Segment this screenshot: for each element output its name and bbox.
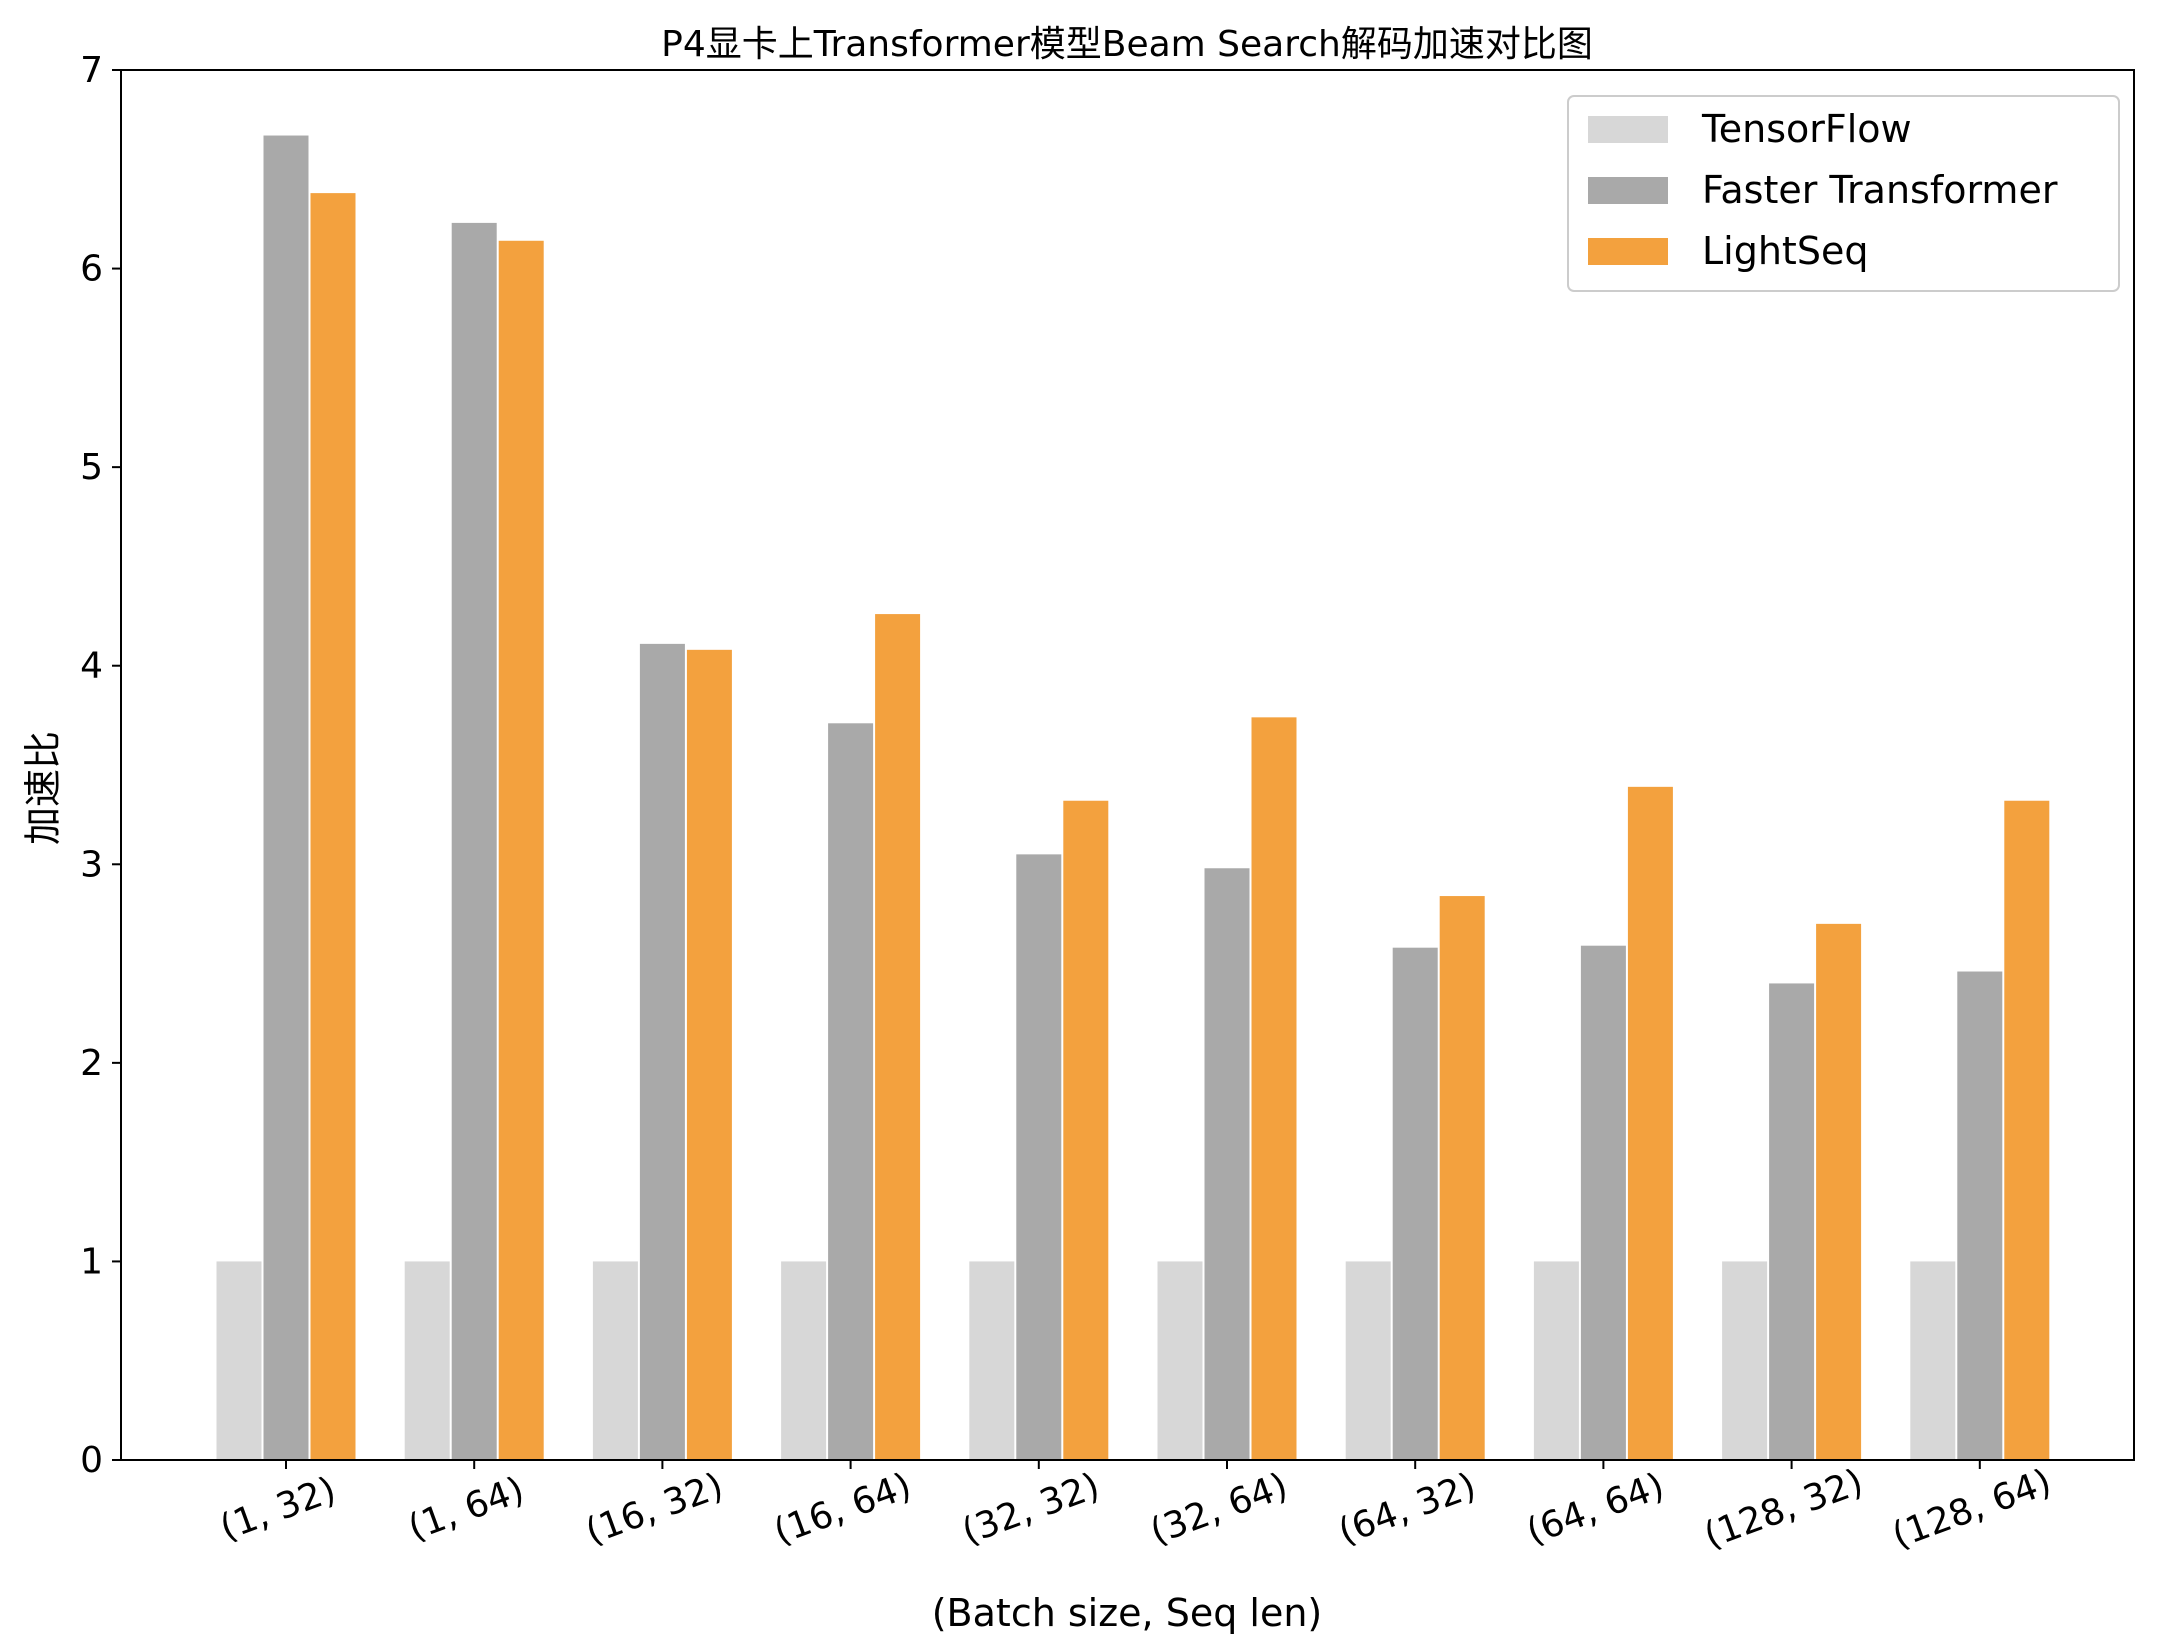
bar-faster-transformer: [639, 643, 685, 1460]
legend-swatch: [1588, 238, 1668, 265]
plot-frame: [120, 69, 2135, 1461]
bar-lightseq: [1439, 896, 1485, 1460]
x-tick-label: (64, 32): [1333, 1466, 1481, 1553]
y-tick-label: 7: [80, 50, 103, 91]
x-tick-label: (128, 32): [1699, 1462, 1869, 1557]
bar-lightseq: [1063, 800, 1109, 1460]
bar-tensorflow: [404, 1261, 450, 1460]
legend-swatch: [1588, 177, 1668, 204]
y-tick-label: 2: [80, 1043, 103, 1084]
bar-tensorflow: [781, 1261, 827, 1460]
x-tick-label: (64, 64): [1521, 1466, 1669, 1553]
y-tick-label: 4: [80, 646, 103, 687]
x-axis: (1, 32) (1, 64) (16, 32) (16, 64) (32, 32) (3…: [215, 1460, 2057, 1557]
y-axis-label: 加速比: [21, 731, 65, 845]
x-tick-label: (128, 64): [1887, 1462, 2057, 1557]
y-axis: 0 1 2 3 4 5 6 7: [80, 50, 121, 1481]
chart-title: P4显卡上Transformer模型Beam Search解码加速对比图: [661, 24, 1593, 65]
y-tick-label: 1: [80, 1241, 103, 1282]
y-tick-label: 5: [80, 447, 103, 488]
bar-faster-transformer: [1769, 983, 1815, 1460]
x-tick-label: (32, 64): [1145, 1466, 1293, 1553]
bar-lightseq: [1627, 786, 1673, 1460]
legend-label: Faster Transformer: [1702, 168, 2058, 212]
bar-lightseq: [1816, 923, 1862, 1460]
bar-lightseq: [875, 614, 921, 1460]
bar-tensorflow: [1533, 1261, 1579, 1460]
bar-faster-transformer: [1204, 868, 1250, 1460]
bar-faster-transformer: [1580, 945, 1626, 1460]
x-tick-label: (1, 32): [215, 1469, 342, 1548]
bar-lightseq: [1251, 717, 1297, 1460]
legend-label: TensorFlow: [1701, 107, 1912, 151]
bar-faster-transformer: [451, 222, 497, 1460]
x-tick-label: (1, 64): [403, 1469, 530, 1548]
legend: TensorFlow Faster Transformer LightSeq: [1567, 95, 2120, 292]
bar-tensorflow: [969, 1261, 1015, 1460]
legend-box: [1567, 95, 2120, 292]
bar-lightseq: [310, 193, 356, 1461]
bar-tensorflow: [1345, 1261, 1391, 1460]
bar-faster-transformer: [1392, 947, 1438, 1460]
x-tick-label: (16, 64): [769, 1466, 917, 1553]
x-axis-label: (Batch size, Seq len): [932, 1591, 1323, 1635]
bar-lightseq: [498, 240, 544, 1460]
bar-faster-transformer: [1957, 971, 2003, 1460]
bar-tensorflow: [1157, 1261, 1203, 1460]
bar-lightseq: [686, 649, 732, 1460]
bars-group: [216, 135, 2050, 1461]
bar-faster-transformer: [828, 723, 874, 1460]
bar-tensorflow: [1910, 1261, 1956, 1460]
x-tick-label: (32, 32): [957, 1466, 1105, 1553]
y-tick-label: 0: [80, 1440, 103, 1481]
bar-tensorflow: [1722, 1261, 1768, 1460]
bar-tensorflow: [592, 1261, 638, 1460]
y-tick-label: 6: [80, 249, 103, 290]
x-tick-label: (16, 32): [580, 1466, 728, 1553]
bar-faster-transformer: [263, 135, 309, 1460]
bar-tensorflow: [216, 1261, 262, 1460]
bar-lightseq: [2004, 800, 2050, 1460]
bar-faster-transformer: [1016, 854, 1062, 1460]
y-tick-label: 3: [80, 844, 103, 885]
legend-swatch: [1588, 116, 1668, 143]
legend-label: LightSeq: [1702, 229, 1868, 273]
